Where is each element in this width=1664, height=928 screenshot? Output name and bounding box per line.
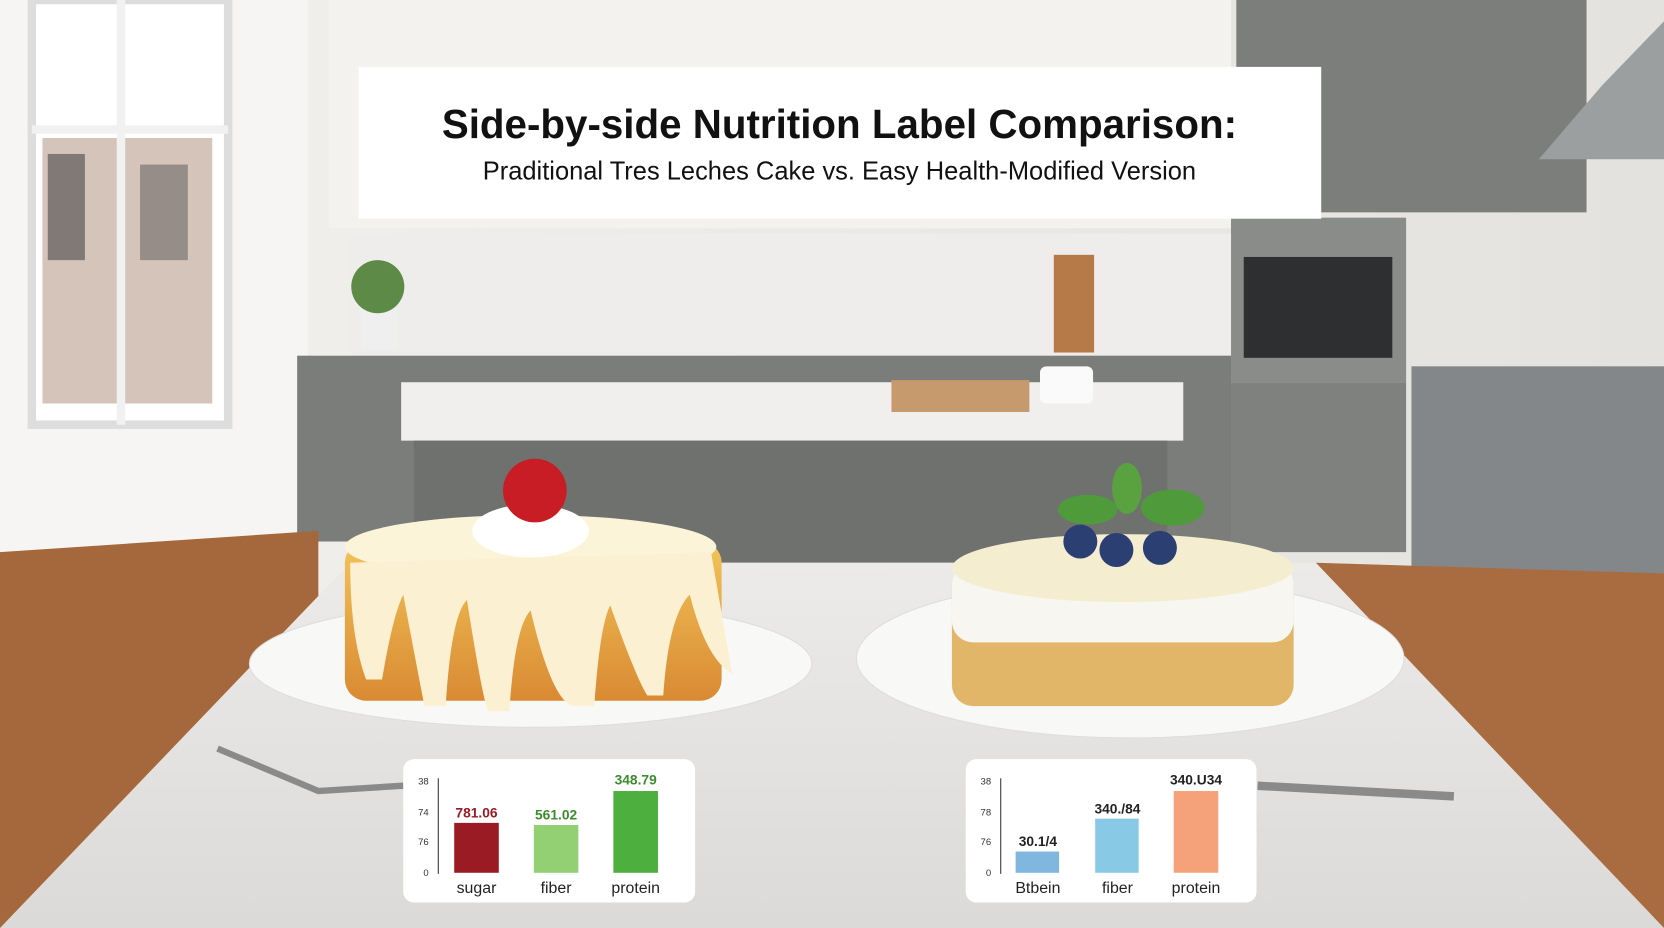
bar-label: 340.U34 [1170, 773, 1222, 788]
bar-label: 348.79 [615, 773, 657, 788]
bar-name: sugar [457, 880, 497, 897]
bar-label: 340./84 [1094, 801, 1140, 816]
axis-label: 78 [981, 807, 992, 818]
bar [1173, 791, 1219, 873]
axis-label: 76 [981, 837, 992, 848]
bar [1095, 818, 1139, 873]
bar-label: 781.06 [455, 806, 497, 821]
bar-name: Btbein [1015, 880, 1060, 897]
bar-name: fiber [541, 880, 573, 897]
bar-label: 561.02 [535, 808, 577, 823]
axis-label: 76 [418, 837, 429, 848]
axis-label: 0 [986, 868, 991, 879]
axis-label: 74 [418, 807, 429, 818]
bar [1015, 851, 1060, 873]
panel-0: 38 74 76 0 781.06 561.02 348.79 sugar fi… [403, 759, 696, 903]
axis-label: 38 [418, 777, 429, 788]
bar [533, 825, 579, 873]
bar [454, 822, 499, 873]
cakes [216, 458, 1455, 801]
subheading: Praditional Tres Leches Cake vs. Easy He… [483, 157, 1196, 185]
bar-name: fiber [1102, 880, 1134, 897]
panel-1: 38 78 76 0 30.1/4 340./84 340.U34 Btbein… [965, 759, 1257, 903]
bar-name: protein [1172, 880, 1221, 897]
axis-label: 38 [981, 777, 992, 788]
title-card: Side-by-side Nutrition Label Comparison:… [358, 66, 1322, 219]
bar-label: 30.1/4 [1019, 834, 1058, 849]
heading: Side-by-side Nutrition Label Comparison: [442, 101, 1237, 147]
axis-label: 0 [423, 868, 428, 879]
bar-name: protein [611, 880, 660, 897]
bar [613, 791, 658, 873]
title-box [358, 66, 1322, 219]
